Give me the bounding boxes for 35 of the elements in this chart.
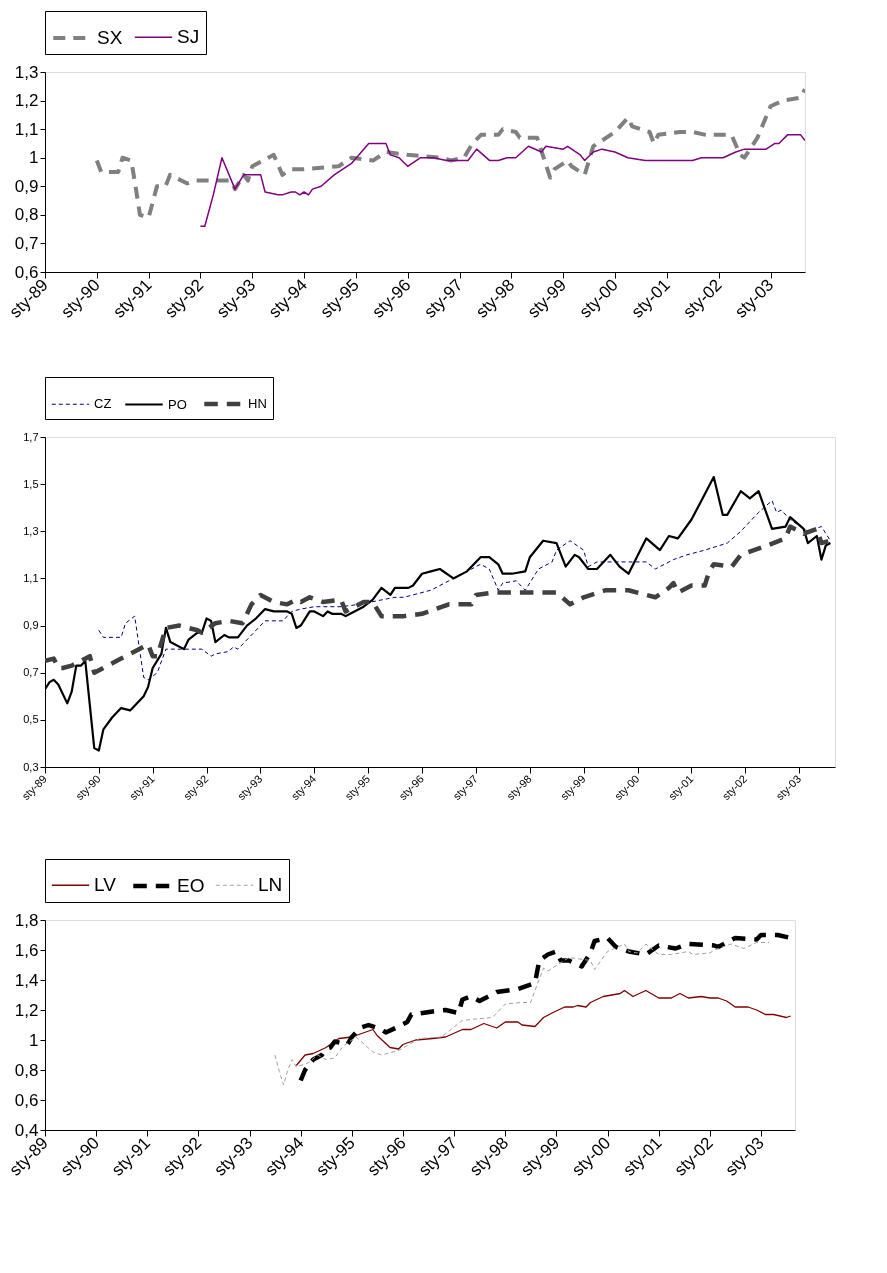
y-tick-label: 1,2 <box>14 1000 39 1020</box>
legend-label: HN <box>248 396 267 411</box>
line-series <box>295 989 792 1067</box>
y-tick-label: 1,1 <box>23 571 39 584</box>
y-tick-label: 1,3 <box>14 62 39 82</box>
legend-label: EO <box>177 875 205 896</box>
line-series <box>94 87 805 220</box>
y-tick-label: 0,8 <box>14 1060 39 1080</box>
line-series <box>274 942 770 1086</box>
y-tick-label: 1,4 <box>14 970 39 990</box>
legend-label: LV <box>94 874 117 896</box>
legend-label: SJ <box>177 26 200 48</box>
y-tick-label: 1,5 <box>23 477 39 490</box>
y-tick-label: 1 <box>29 1030 39 1050</box>
line-series <box>199 134 805 228</box>
y-tick-label: 0,9 <box>14 176 39 196</box>
y-tick-label: 1 <box>29 148 39 168</box>
y-tick-label: 1,8 <box>14 910 39 930</box>
y-tick-label: 0,7 <box>14 233 39 253</box>
y-tick-label: 0,7 <box>23 666 39 679</box>
legend-label: SX <box>97 27 123 48</box>
y-tick-label: 0,3 <box>23 760 39 773</box>
legend-label: PO <box>168 396 187 412</box>
legend-label: LN <box>258 874 283 896</box>
y-tick-label: 1,3 <box>23 524 39 537</box>
y-tick-label: 0,5 <box>23 713 39 726</box>
y-tick-label: 1,6 <box>14 940 39 960</box>
y-tick-label: 1,2 <box>14 91 39 111</box>
line-series <box>98 500 831 681</box>
y-tick-label: 0,6 <box>14 1090 39 1110</box>
legend-label: CZ <box>94 396 112 412</box>
y-tick-label: 0,9 <box>23 619 39 632</box>
y-tick-label: 1,7 <box>23 430 39 443</box>
y-tick-label: 1,1 <box>14 119 39 139</box>
y-tick-label: 0,8 <box>14 205 39 225</box>
